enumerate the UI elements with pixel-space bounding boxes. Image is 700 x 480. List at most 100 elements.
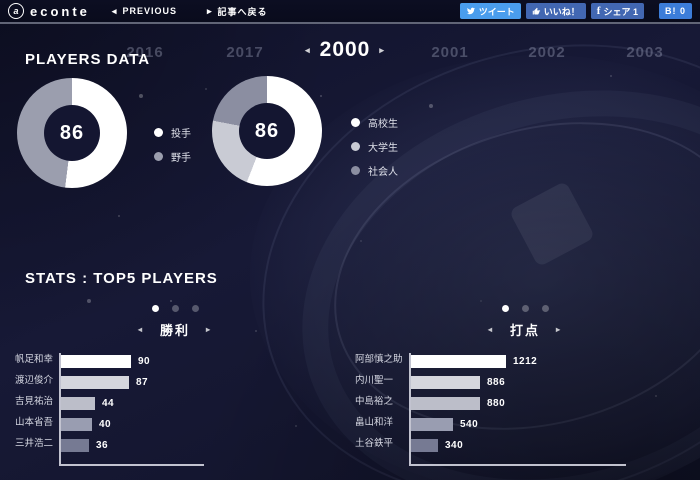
logo-text: econte <box>30 3 90 19</box>
donut-hole: 86 <box>44 105 100 161</box>
bar-row: 44 <box>61 397 204 410</box>
value-bar <box>61 439 89 452</box>
facebook-f-icon: f <box>596 4 601 17</box>
bar-value: 880 <box>487 398 506 409</box>
donut-chart-origin: 86 <box>212 76 322 186</box>
year-2016[interactable]: 2016 <box>126 44 164 61</box>
donut-total: 86 <box>59 121 85 144</box>
bar-chart-rbi: 阿部慎之助 内川聖一 中島裕之 畠山和洋 土谷鉄平 1212 886 880 540 340 <box>350 353 700 466</box>
next-year-icon[interactable]: ▸ <box>379 44 385 55</box>
metric-selector: ◂ 勝利 ▸ <box>0 320 350 339</box>
facebook-like-button[interactable]: いいね！ <box>525 3 586 19</box>
econte-logo-icon: a <box>8 3 24 19</box>
player-name: 阿部慎之助 <box>355 354 403 365</box>
stats-panel-rbi: ◂ 打点 ▸ 阿部慎之助 内川聖一 中島裕之 畠山和洋 土谷鉄平 1212 886 880 5… <box>350 305 700 466</box>
year-2017[interactable]: 2017 <box>226 44 264 61</box>
prev-year-icon[interactable]: ◂ <box>305 44 311 55</box>
thumbs-up-icon <box>532 7 541 14</box>
bar-row: 540 <box>411 418 626 431</box>
facebook-share-button[interactable]: f シェア 1 <box>590 3 644 19</box>
legend-item: 大学生 <box>351 134 398 158</box>
back-to-article-link[interactable]: ▸ 記事へ戻る <box>207 5 268 18</box>
bar-row: 880 <box>411 397 626 410</box>
next-metric-icon[interactable]: ▸ <box>206 325 213 334</box>
hatena-bookmark-button[interactable]: B! 0 <box>658 3 692 19</box>
carousel-dot[interactable] <box>501 305 509 312</box>
bar-row: 90 <box>61 355 204 368</box>
carousel-dots <box>0 305 350 312</box>
legend-dot-icon <box>154 151 163 161</box>
value-bar <box>411 418 453 431</box>
value-bar <box>411 355 506 368</box>
year-2002[interactable]: 2002 <box>528 44 566 61</box>
bar-value: 886 <box>487 377 506 388</box>
triangle-left-icon: ◂ <box>111 5 118 16</box>
legend-dot-icon <box>351 165 360 175</box>
donut-hole: 86 <box>239 103 295 159</box>
player-names-column: 帆足和幸 渡辺俊介 吉見祐治 山本省吾 三井浩二 <box>15 353 59 466</box>
bar-value: 540 <box>460 419 479 430</box>
legend-label: 高校生 <box>368 118 398 130</box>
bar-value: 340 <box>445 440 464 451</box>
metric-label: 打点 <box>509 323 540 338</box>
value-bar <box>411 376 480 389</box>
metric-selector: ◂ 打点 ▸ <box>350 320 700 339</box>
value-bar <box>61 355 131 368</box>
legend-item: 高校生 <box>351 110 398 134</box>
next-metric-icon[interactable]: ▸ <box>556 325 563 334</box>
legend-label: 大学生 <box>368 142 398 154</box>
value-bar <box>61 376 129 389</box>
econte-logo[interactable]: a econte <box>8 3 90 19</box>
back-label: 記事へ戻る <box>217 6 268 17</box>
carousel-dot[interactable] <box>541 305 549 312</box>
player-name: 内川聖一 <box>355 375 394 386</box>
player-name: 渡辺俊介 <box>15 375 54 386</box>
tweet-button[interactable]: ツイート <box>459 3 521 19</box>
year-2001[interactable]: 2001 <box>431 44 469 61</box>
legend-label: 投手 <box>171 128 191 140</box>
donut-legend-position: 投手 野手 <box>154 120 191 168</box>
donut-total: 86 <box>254 119 280 142</box>
player-name: 山本省吾 <box>15 417 54 428</box>
legend-item: 投手 <box>154 120 191 144</box>
previous-label: PREVIOUS <box>122 6 177 16</box>
value-bar <box>411 439 438 452</box>
bar-row: 886 <box>411 376 626 389</box>
bar-plot: 90 87 44 40 36 <box>59 353 204 466</box>
bar-value: 1212 <box>513 356 538 367</box>
carousel-dot[interactable] <box>521 305 529 312</box>
value-bar <box>61 418 92 431</box>
twitter-bird-icon <box>466 7 475 15</box>
legend-label: 野手 <box>171 152 191 164</box>
prev-metric-icon[interactable]: ◂ <box>137 325 144 334</box>
value-bar <box>411 397 480 410</box>
legend-label: 社会人 <box>368 166 398 178</box>
player-name: 畠山和洋 <box>355 417 394 428</box>
bar-value: 87 <box>136 377 149 388</box>
legend-dot-icon <box>351 141 360 151</box>
bar-row: 87 <box>61 376 204 389</box>
bar-value: 40 <box>99 419 112 430</box>
legend-item: 野手 <box>154 144 191 168</box>
selected-year-label: 2000 <box>319 38 371 61</box>
player-names-column: 阿部慎之助 内川聖一 中島裕之 畠山和洋 土谷鉄平 <box>355 353 409 466</box>
year-2003[interactable]: 2003 <box>626 44 664 61</box>
bar-row: 40 <box>61 418 204 431</box>
stats-panel-wins: ◂ 勝利 ▸ 帆足和幸 渡辺俊介 吉見祐治 山本省吾 三井浩二 90 87 44 40 36 <box>0 305 350 466</box>
player-name: 吉見祐治 <box>15 396 54 407</box>
metric-label: 勝利 <box>159 323 190 338</box>
bar-chart-wins: 帆足和幸 渡辺俊介 吉見祐治 山本省吾 三井浩二 90 87 44 40 36 <box>0 353 350 466</box>
bar-value: 90 <box>138 356 151 367</box>
carousel-dot[interactable] <box>151 305 159 312</box>
carousel-dot[interactable] <box>191 305 199 312</box>
carousel-dots <box>350 305 700 312</box>
previous-link[interactable]: ◂ PREVIOUS <box>112 6 177 16</box>
carousel-dot[interactable] <box>171 305 179 312</box>
top-bar: a econte ◂ PREVIOUS ▸ 記事へ戻る ツイート いいね！ f … <box>0 0 700 24</box>
prev-metric-icon[interactable]: ◂ <box>487 325 494 334</box>
bar-value: 36 <box>96 440 109 451</box>
players-data-title: PLAYERS DATA <box>25 51 151 69</box>
triangle-right-icon: ▸ <box>206 5 213 16</box>
year-2000-selected[interactable]: ◂ 2000 ▸ <box>305 38 385 62</box>
